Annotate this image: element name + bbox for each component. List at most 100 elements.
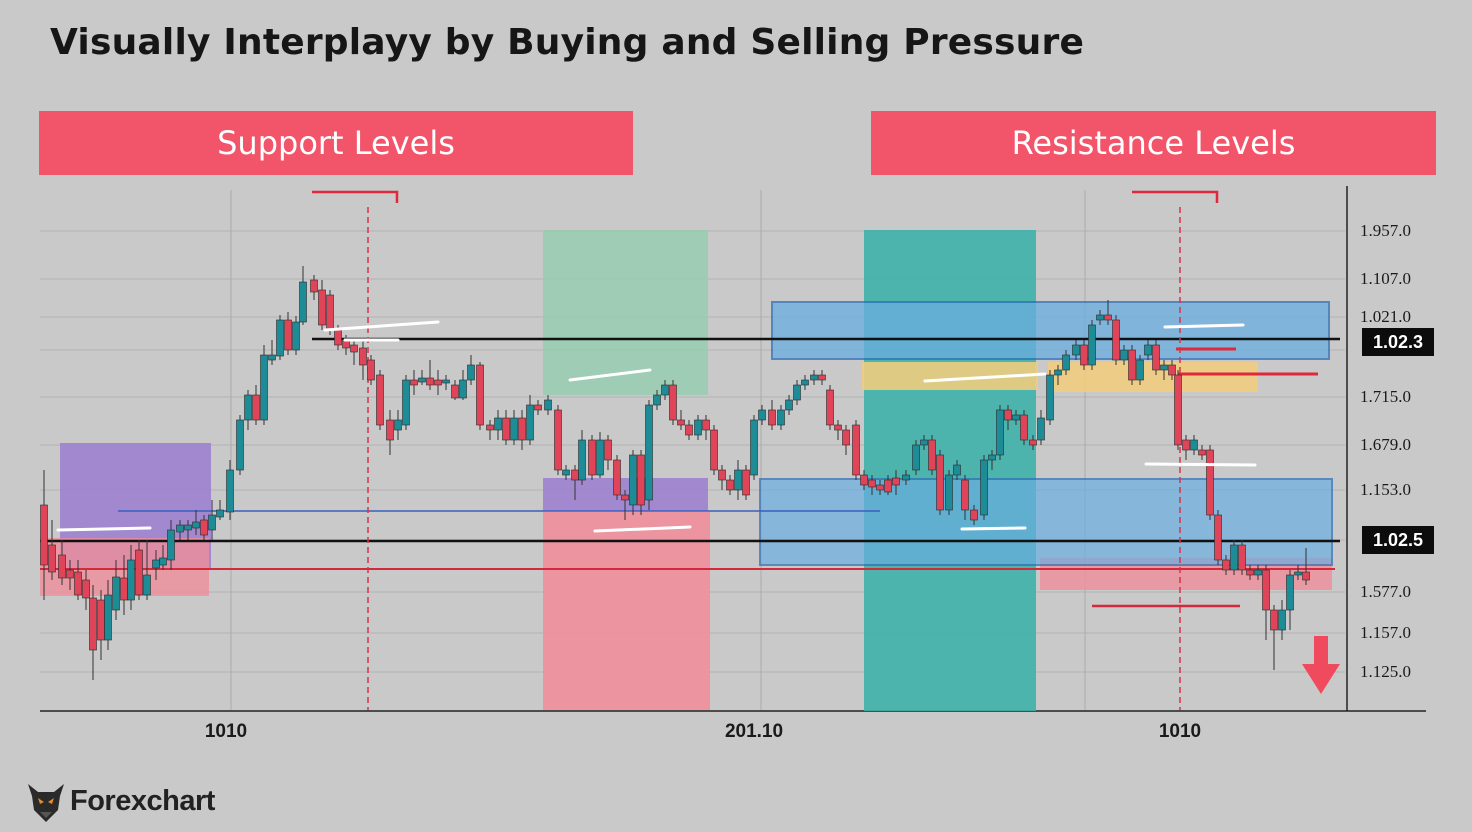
candle-body xyxy=(554,409,562,471)
bullish-candle xyxy=(694,415,702,440)
bearish-candle xyxy=(1206,445,1214,520)
candle-body xyxy=(785,399,793,411)
bullish-candle xyxy=(1012,410,1020,425)
candle-body xyxy=(467,364,475,381)
candle-body xyxy=(486,424,494,431)
bullish-candle xyxy=(1230,540,1238,575)
bearish-candle xyxy=(502,410,510,445)
bullish-candle xyxy=(758,405,766,425)
bullish-candle xyxy=(394,410,402,440)
y-tick-label: 1.153.0 xyxy=(1360,480,1411,499)
bullish-candle xyxy=(1286,570,1294,630)
bullish-candle xyxy=(467,355,475,385)
candle-body xyxy=(1214,514,1222,561)
candle-body xyxy=(394,419,402,431)
bearish-candle xyxy=(1168,360,1176,380)
bearish-candle xyxy=(860,470,868,490)
candle-body xyxy=(1222,559,1230,571)
candle-body xyxy=(742,469,750,496)
candle-body xyxy=(852,424,860,476)
bullish-candle xyxy=(1072,340,1080,360)
bearish-candle xyxy=(252,385,260,425)
candle-body xyxy=(434,379,442,386)
bullish-candle xyxy=(176,520,184,540)
trend-stroke xyxy=(923,372,1047,383)
candle-body xyxy=(1230,544,1238,571)
candle-body xyxy=(66,569,74,579)
candle-body xyxy=(1238,544,1246,571)
bearish-candle xyxy=(718,465,726,490)
bullish-candle xyxy=(596,432,604,478)
candle-body xyxy=(318,289,326,326)
candle-body xyxy=(1168,364,1176,376)
candle-body xyxy=(494,417,502,431)
candle-body xyxy=(40,504,48,566)
candle-body xyxy=(750,419,758,476)
candle-body xyxy=(970,509,978,521)
trend-stroke xyxy=(1144,462,1257,467)
candle-body xyxy=(143,574,151,596)
candle-body xyxy=(860,474,868,486)
candle-body xyxy=(184,524,192,531)
bracket-mark xyxy=(312,190,399,203)
bearish-candle xyxy=(66,560,74,590)
bearish-candle xyxy=(768,400,776,430)
candle-body xyxy=(1104,314,1112,321)
candle-body xyxy=(476,364,484,426)
bullish-candle xyxy=(184,520,192,540)
candle-body xyxy=(936,454,944,511)
bearish-candle xyxy=(621,490,629,520)
trend-stroke xyxy=(1163,323,1245,329)
bearish-candle xyxy=(876,480,884,495)
candle-body xyxy=(299,281,307,323)
level-lines xyxy=(40,190,1340,710)
bullish-candle xyxy=(645,400,653,510)
candle-body xyxy=(1246,569,1254,576)
y-tick-label: 1.715.0 xyxy=(1360,387,1411,406)
trend-stroke xyxy=(56,526,152,532)
candle-body xyxy=(208,514,216,531)
bearish-candle xyxy=(350,340,358,365)
candle-body xyxy=(645,404,653,501)
candle-body xyxy=(1254,569,1262,576)
resistance-box xyxy=(771,301,1330,360)
bearish-candle xyxy=(410,370,418,395)
y-tick-label: 1.679.0 xyxy=(1360,435,1411,454)
bearish-candle xyxy=(376,370,384,430)
bullish-candle xyxy=(945,470,953,515)
candle-body xyxy=(1046,374,1054,421)
candle-body xyxy=(1037,417,1045,441)
support-box xyxy=(759,478,1333,566)
candle-body xyxy=(244,394,252,421)
candle-body xyxy=(48,544,56,573)
candle-body xyxy=(326,294,334,331)
bearish-candle xyxy=(486,420,494,440)
y-tick-label: 1.107.0 xyxy=(1360,269,1411,288)
buying-zone xyxy=(543,230,708,395)
candle-body xyxy=(726,479,734,491)
candle-body xyxy=(1012,414,1020,421)
candle-body xyxy=(127,559,135,601)
candle-body xyxy=(1206,449,1214,516)
trend-stroke xyxy=(593,525,692,533)
bearish-candle xyxy=(1104,300,1112,325)
bearish-candle xyxy=(359,340,367,380)
bearish-candle xyxy=(868,475,876,495)
candle-body xyxy=(1128,349,1136,381)
candle-body xyxy=(292,321,300,351)
candle-body xyxy=(442,379,450,384)
bullish-candle xyxy=(1096,310,1104,325)
bullish-candle xyxy=(629,450,637,515)
candle-body xyxy=(1302,571,1310,581)
candle-body xyxy=(928,439,936,471)
candle-body xyxy=(694,419,702,436)
candle-body xyxy=(826,389,834,426)
bearish-candle xyxy=(1112,315,1120,365)
bullish-candle xyxy=(902,470,910,485)
bullish-candle xyxy=(244,390,252,430)
candle-body xyxy=(1294,571,1302,576)
trend-stroke xyxy=(323,320,440,332)
candle-body xyxy=(578,439,586,481)
bullish-candle xyxy=(1120,345,1128,365)
